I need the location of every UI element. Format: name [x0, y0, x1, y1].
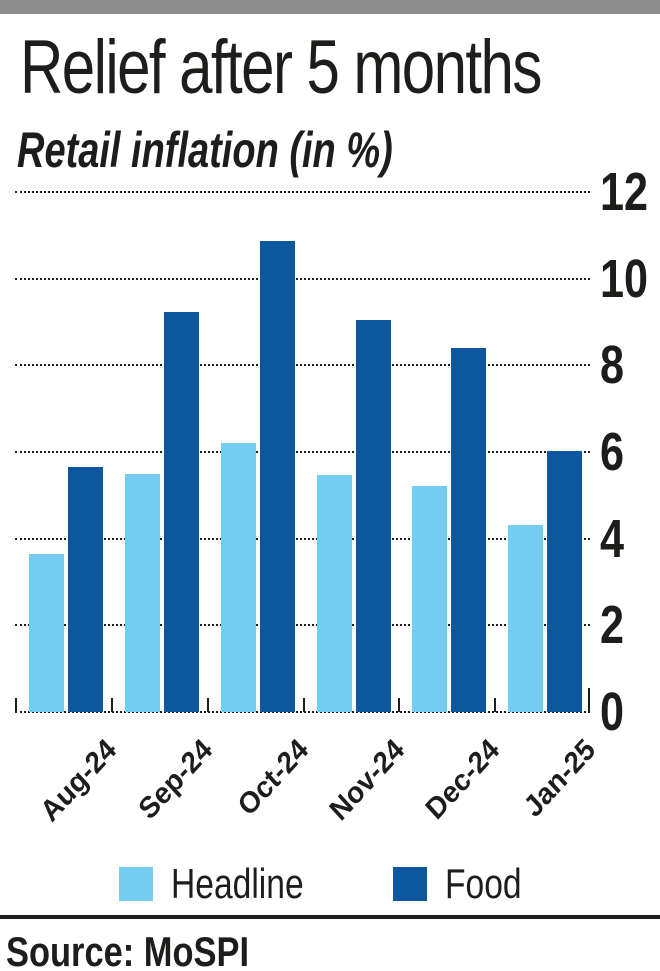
axis-tick [398, 698, 401, 712]
grid-line-2 [15, 624, 590, 627]
top-bar [0, 0, 660, 14]
separator-rule [0, 915, 660, 919]
grid-line-12 [15, 191, 590, 193]
x-axis-label-dec-24: Dec-24 [420, 733, 506, 826]
x-axis-label-aug-24: Aug-24 [34, 733, 123, 829]
axis-tick [206, 698, 209, 712]
y-axis-label-4: 4 [600, 508, 625, 569]
grid-line-10 [15, 277, 590, 280]
source-note: Source: MoSPI [6, 928, 250, 971]
legend-swatch-food [393, 867, 428, 901]
bar-headline-aug-24 [29, 553, 64, 712]
legend-item-headline: Headline [119, 860, 337, 908]
y-axis-label-10: 10 [600, 248, 649, 309]
grid-line-8 [15, 364, 590, 367]
y-axis-label-0: 0 [600, 682, 625, 742]
chart-title: Relief after 5 months [20, 25, 542, 110]
bar-food-sep-24 [163, 311, 199, 712]
legend-label-food: Food [445, 860, 522, 907]
y-axis-label-12: 12 [600, 162, 649, 222]
y-axis-label-8: 8 [600, 335, 625, 396]
x-axis-label-nov-24: Nov-24 [323, 733, 410, 828]
bar-headline-sep-24 [124, 474, 160, 712]
grid-line-0 [15, 711, 590, 713]
axis-tick [15, 698, 17, 712]
bar-headline-oct-24 [220, 442, 256, 712]
legend-item-food: Food [393, 860, 541, 908]
bar-headline-jan-25 [508, 525, 544, 712]
bar-food-oct-24 [259, 240, 295, 712]
y-axis-label-6: 6 [600, 422, 625, 482]
chart-subtitle: Retail inflation (in %) [17, 122, 393, 178]
legend-swatch-headline [119, 867, 154, 901]
grid-line-4 [15, 537, 590, 540]
grid-line-6 [15, 451, 590, 453]
bar-food-jan-25 [547, 451, 583, 712]
x-axis-label-oct-24: Oct-24 [231, 733, 315, 823]
axis-tick [588, 688, 590, 712]
y-axis-label-2: 2 [600, 595, 625, 656]
axis-tick [110, 698, 113, 712]
bar-food-dec-24 [451, 348, 487, 712]
x-axis-label-sep-24: Sep-24 [132, 733, 219, 826]
bar-headline-nov-24 [316, 474, 352, 712]
axis-tick [302, 698, 305, 712]
bar-food-aug-24 [68, 466, 103, 712]
legend: Headline Food [0, 860, 660, 908]
bar-food-nov-24 [355, 320, 391, 712]
plot-area [15, 191, 590, 713]
legend-label-headline: Headline [171, 860, 304, 907]
x-axis-label-jan-25: Jan-25 [518, 733, 602, 824]
bar-headline-dec-24 [412, 485, 448, 712]
axis-tick [494, 698, 497, 712]
